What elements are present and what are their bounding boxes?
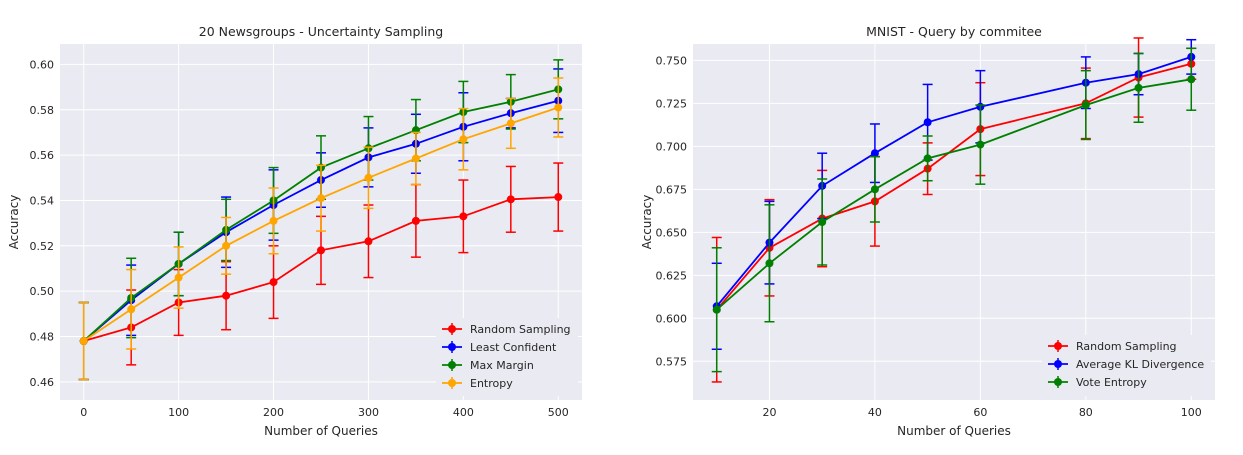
data-point (222, 241, 231, 250)
data-point (976, 140, 985, 149)
data-point (506, 119, 515, 128)
series-vote-entropy (711, 47, 1197, 373)
data-point (554, 103, 563, 112)
series-entropy (78, 77, 564, 381)
data-point (554, 193, 563, 202)
data-point (1081, 101, 1090, 110)
data-point (317, 194, 325, 203)
chart-panel-1: 0.46 0.48 0.50 0.52 0.54 0.56 0.58 0.60 0 100 200 3… (7, 24, 582, 438)
y-tick-label: 0.60 (30, 58, 55, 71)
legend: Random Sampling Average KL Divergence Vote… (1042, 335, 1211, 396)
x-axis-label: Number of Queries (897, 424, 1011, 438)
data-point (79, 337, 88, 346)
data-point (269, 278, 278, 287)
data-point (1187, 75, 1196, 84)
legend-marker (448, 343, 456, 351)
data-point (269, 216, 278, 225)
x-tick-label: 100 (168, 406, 189, 419)
data-point (459, 212, 468, 221)
legend-label: Max Margin (470, 359, 534, 372)
x-axis-label: Number of Queries (264, 424, 378, 438)
data-point (411, 154, 420, 163)
data-point (870, 149, 879, 158)
x-tick-label: 200 (263, 406, 284, 419)
data-point (174, 273, 183, 282)
legend-marker (448, 379, 456, 387)
data-point (765, 259, 774, 268)
y-tick-label: 0.725 (656, 97, 688, 110)
y-tick-label: 0.46 (30, 376, 55, 389)
y-tick-label: 0.650 (656, 226, 688, 239)
data-point (364, 173, 373, 182)
data-point (818, 218, 827, 226)
legend-marker (1054, 360, 1062, 368)
y-tick-label: 0.700 (656, 140, 688, 153)
legend-label: Vote Entropy (1076, 376, 1147, 389)
x-tick-label: 400 (453, 406, 474, 419)
y-tick-label: 0.54 (30, 194, 55, 207)
y-tick-label: 0.58 (30, 104, 55, 117)
legend-label: Random Sampling (470, 323, 571, 336)
y-tick-label: 0.50 (30, 285, 55, 298)
data-point (411, 216, 420, 225)
y-tick-label: 0.675 (656, 183, 688, 196)
legend-marker (1054, 378, 1062, 386)
legend-label: Random Sampling (1076, 340, 1177, 353)
data-point (317, 246, 325, 255)
data-point (870, 185, 879, 194)
x-tick-label: 300 (358, 406, 379, 419)
data-point (1134, 83, 1143, 92)
y-axis-label: Accuracy (7, 195, 21, 250)
data-point (222, 291, 231, 300)
x-tick-label: 20 (762, 406, 776, 419)
chart-title: 20 Newsgroups - Uncertainty Sampling (199, 24, 443, 39)
y-tick-label: 0.56 (30, 149, 55, 162)
y-tick-label: 0.575 (656, 355, 688, 368)
x-tick-label: 100 (1181, 406, 1202, 419)
y-axis-label: Accuracy (640, 195, 654, 250)
legend: Random Sampling Least Confident Max Margin… (436, 318, 578, 396)
y-tick-label: 0.52 (30, 240, 55, 253)
y-tick-label: 0.750 (656, 54, 688, 67)
x-tick-label: 80 (1079, 406, 1093, 419)
legend-label: Least Confident (470, 341, 557, 354)
legend-label: Average KL Divergence (1076, 358, 1204, 371)
x-tick-label: 60 (973, 406, 987, 419)
x-tick-label: 40 (868, 406, 882, 419)
legend-label: Entropy (470, 377, 513, 390)
x-tick-label: 500 (548, 406, 569, 419)
data-point (923, 154, 932, 163)
data-point (127, 305, 136, 314)
chart-panel-2: 0.575 0.600 0.625 0.650 0.675 0.700 0.725 0.750… (640, 24, 1215, 438)
data-point (364, 237, 373, 246)
chart-title: MNIST - Query by commitee (866, 24, 1042, 39)
data-point (459, 135, 468, 144)
legend-box (1042, 335, 1211, 396)
y-tick-label: 0.48 (30, 331, 55, 344)
legend-marker (448, 361, 456, 369)
legend-marker (1054, 342, 1062, 350)
y-tick-label: 0.600 (656, 312, 688, 325)
data-point (712, 305, 721, 314)
data-point (923, 118, 932, 127)
data-point (506, 195, 515, 204)
y-tick-label: 0.625 (656, 269, 688, 282)
legend-marker (448, 325, 456, 333)
x-tick-label: 0 (80, 406, 87, 419)
